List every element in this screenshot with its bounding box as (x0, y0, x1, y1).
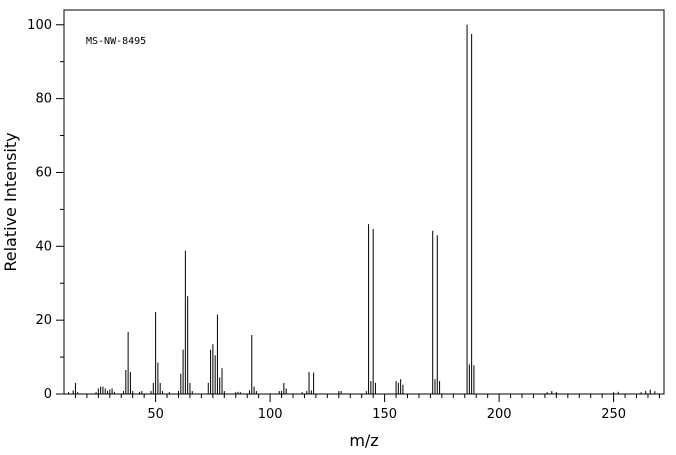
x-axis-ticks: 50 100 150 200 250 (147, 394, 626, 422)
peak-series (68, 24, 656, 394)
plot-frame (63, 9, 665, 395)
x-tick-label: 250 (601, 407, 626, 422)
spectrum-id-annotation: MS-NW-8495 (86, 36, 146, 47)
y-tick-label: 20 (35, 313, 52, 328)
y-tick-label: 0 (44, 387, 52, 402)
x-axis-title: m/z (349, 431, 378, 450)
y-tick-label: 60 (35, 165, 52, 180)
minor-ticks (60, 61, 660, 398)
x-tick-label: 50 (147, 407, 164, 422)
y-axis-title: Relative Intensity (1, 132, 20, 271)
x-tick-label: 150 (372, 407, 397, 422)
y-tick-label: 40 (35, 239, 52, 254)
x-tick-label: 100 (258, 407, 283, 422)
x-tick-label: 200 (487, 407, 512, 422)
y-tick-label: 80 (35, 92, 52, 107)
y-axis-ticks: 0 20 40 60 80 100 (27, 18, 64, 402)
y-tick-label: 100 (27, 18, 52, 33)
